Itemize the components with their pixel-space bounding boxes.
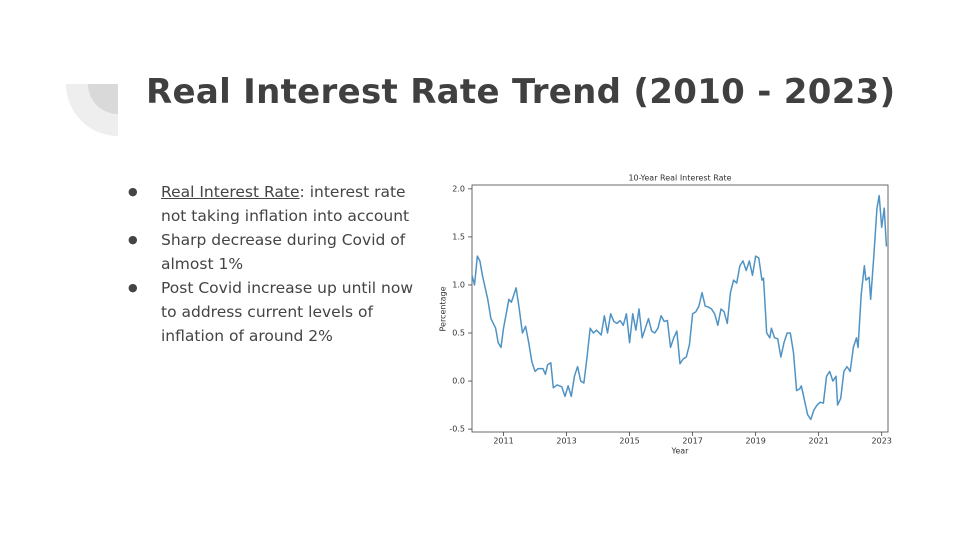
x-tick-label: 2015 <box>619 437 639 446</box>
chart-title: 10-Year Real Interest Rate <box>628 174 731 183</box>
y-tick-label: 2.0 <box>452 184 465 193</box>
x-tick-label: 2023 <box>872 437 892 446</box>
bullet: Real Interest Rate: interest rate not ta… <box>128 180 413 228</box>
y-tick-label: -0.5 <box>449 425 465 434</box>
y-axis-label: Percentage <box>439 286 448 331</box>
data-line <box>471 194 888 421</box>
x-tick-label: 2017 <box>682 437 702 446</box>
x-tick-label: 2019 <box>745 437 765 446</box>
bullet: Post Covid increase up until now to addr… <box>128 276 413 348</box>
term: Real Interest Rate <box>161 183 300 201</box>
y-tick-label: 0.5 <box>452 329 465 338</box>
bullet-list: Real Interest Rate: interest rate not ta… <box>128 180 413 348</box>
slide-title: Real Interest Rate Trend (2010 - 2023) <box>146 72 896 112</box>
x-axis-label: Year <box>671 447 690 456</box>
y-tick-label: 1.0 <box>452 280 465 289</box>
y-tick-label: 0.0 <box>452 377 465 386</box>
decoration <box>88 84 118 114</box>
y-tick-label: 1.5 <box>452 232 465 241</box>
bullet-text: : interest rate not taking inflation int… <box>161 183 410 225</box>
x-tick-label: 2021 <box>808 437 828 446</box>
plot-frame <box>471 184 889 433</box>
bullet: Sharp decrease during Covid of almost 1% <box>128 228 413 276</box>
x-tick-label: 2013 <box>556 437 576 446</box>
x-tick-label: 2011 <box>493 437 513 446</box>
